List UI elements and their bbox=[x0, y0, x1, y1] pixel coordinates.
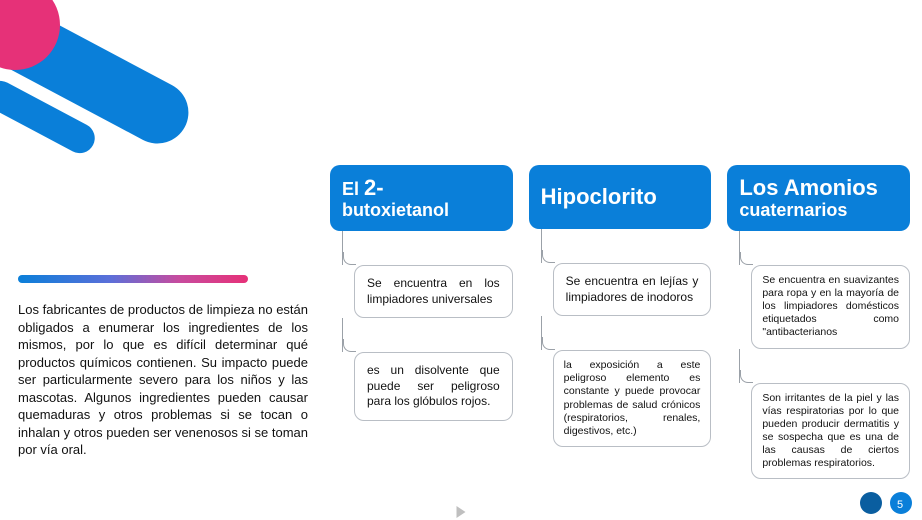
page-number: 5 bbox=[897, 499, 903, 511]
connector bbox=[739, 349, 910, 371]
info-box-1b: es un disolvente que puede ser peligroso… bbox=[354, 352, 513, 421]
info-box-1a: Se encuentra en los limpiadores universa… bbox=[354, 265, 513, 318]
info-box-2b: la exposición a este peligroso elemento … bbox=[553, 350, 712, 447]
connector-branch bbox=[541, 338, 712, 350]
header-big: Los Amonios bbox=[739, 175, 878, 200]
connector-branch bbox=[739, 371, 910, 383]
info-box-3a: Se encuentra en suavizantes para ropa y … bbox=[751, 265, 910, 349]
play-icon bbox=[457, 506, 466, 518]
info-box-2a: Se encuentra en lejías y limpiadores de … bbox=[553, 263, 712, 316]
header-big: Hipoclorito bbox=[541, 184, 657, 209]
connector-branch bbox=[342, 340, 513, 352]
header-big: 2- bbox=[364, 175, 384, 200]
header-prefix: El bbox=[342, 179, 364, 199]
connector-branch bbox=[739, 253, 910, 265]
connector-branch bbox=[541, 251, 712, 263]
header-line2: cuaternarios bbox=[739, 200, 847, 220]
intro-section: Los fabricantes de productos de limpieza… bbox=[18, 275, 308, 459]
header-hipoclorito: Hipoclorito bbox=[529, 165, 712, 229]
header-line2: butoxietanol bbox=[342, 200, 449, 220]
page-dot bbox=[860, 492, 882, 514]
column-amonios: Los Amonios cuaternarios Se encuentra en… bbox=[727, 165, 910, 479]
info-box-3b: Son irritantes de la piel y las vías res… bbox=[751, 383, 910, 480]
connector bbox=[541, 316, 712, 338]
page-indicator: 5 bbox=[860, 492, 912, 514]
column-hipoclorito: Hipoclorito Se encuentra en lejías y lim… bbox=[529, 165, 712, 479]
connector bbox=[739, 231, 910, 253]
gradient-divider bbox=[18, 275, 248, 283]
chemicals-columns: El 2- butoxietanol Se encuentra en los l… bbox=[330, 165, 910, 479]
page-dot-current: 5 bbox=[890, 492, 912, 514]
connector-branch bbox=[342, 253, 513, 265]
connector bbox=[541, 229, 712, 251]
intro-paragraph: Los fabricantes de productos de limpieza… bbox=[18, 301, 308, 459]
header-butoxietanol: El 2- butoxietanol bbox=[330, 165, 513, 231]
column-butoxietanol: El 2- butoxietanol Se encuentra en los l… bbox=[330, 165, 513, 479]
header-amonios: Los Amonios cuaternarios bbox=[727, 165, 910, 231]
connector bbox=[342, 231, 513, 253]
connector bbox=[342, 318, 513, 340]
